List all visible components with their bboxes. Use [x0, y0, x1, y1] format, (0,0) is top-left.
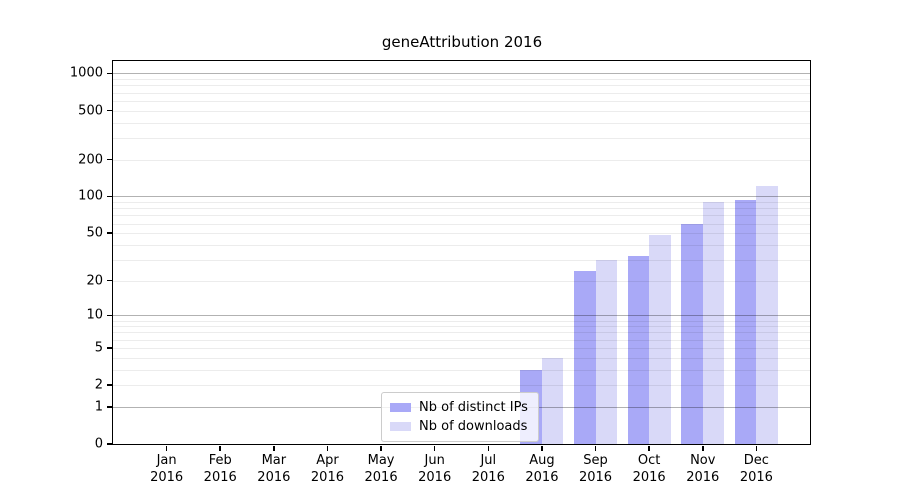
y-tick-label-1000: 1000 [69, 65, 103, 81]
x-tick-Mar [273, 445, 275, 451]
x-tick-Dec [755, 445, 758, 451]
x-tick-May [380, 445, 382, 451]
gridline-minor-8 [113, 326, 810, 328]
x-tick-Apr [326, 445, 329, 451]
gridline-major-100 [113, 196, 810, 198]
bar-downloads-Oct [649, 235, 671, 444]
y-tick-1000 [107, 72, 112, 75]
x-tick-Aug [541, 445, 543, 451]
gridline-minor-5 [113, 347, 810, 349]
gridline-minor-200 [113, 159, 810, 161]
gridline-minor-3 [113, 369, 810, 371]
gridline-minor-40 [113, 244, 810, 246]
gridline-minor-700 [113, 92, 810, 94]
bar-ips-Oct [627, 256, 650, 444]
gridline-minor-20 [113, 280, 810, 282]
legend-item-distinct-ips: Nb of distinct IPs [390, 398, 528, 417]
y-tick-label-1: 1 [94, 399, 103, 415]
y-tick-0 [107, 443, 112, 445]
y-tick-100 [107, 195, 112, 198]
y-tick-label-100: 100 [78, 188, 103, 204]
gridline-minor-2 [113, 385, 810, 387]
y-tick-label-50: 50 [86, 225, 103, 241]
bars-layer [113, 61, 810, 444]
gridline-minor-7 [113, 332, 810, 334]
gridline-minor-500 [113, 110, 810, 112]
gridline-minor-90 [113, 202, 810, 204]
gridline-minor-600 [113, 100, 810, 102]
bar-ips-Dec [734, 200, 757, 444]
gridline-minor-30 [113, 259, 810, 261]
x-tick-Oct [648, 445, 650, 451]
y-tick-200 [107, 158, 112, 161]
gridline-minor-900 [113, 79, 810, 81]
x-tick-label-Jan: Jan 2016 [150, 453, 184, 485]
y-tick-label-200: 200 [78, 152, 103, 168]
gridline-minor-70 [113, 215, 810, 217]
bar-downloads-Dec [756, 185, 778, 444]
x-tick-label-Jul: Jul 2016 [471, 453, 505, 485]
gridline-minor-9 [113, 320, 810, 322]
legend: Nb of distinct IPs Nb of downloads [381, 392, 539, 442]
y-tick-10 [107, 314, 112, 317]
y-tick-label-500: 500 [78, 103, 103, 119]
x-tick-label-Oct: Oct 2016 [632, 453, 666, 485]
x-tick-label-Feb: Feb 2016 [203, 453, 237, 485]
legend-swatch-downloads [390, 422, 411, 431]
x-tick-label-Aug: Aug 2016 [525, 453, 559, 485]
gridline-minor-60 [113, 223, 810, 225]
y-tick-2 [107, 384, 112, 386]
x-tick-label-Apr: Apr 2016 [310, 453, 344, 485]
legend-swatch-distinct-ips [390, 403, 411, 412]
gridline-minor-6 [113, 339, 810, 341]
bar-downloads-Nov [702, 202, 725, 444]
x-tick-Nov [702, 445, 704, 451]
x-tick-Jan [165, 445, 168, 451]
legend-label-distinct-ips: Nb of distinct IPs [419, 400, 528, 415]
gridline-minor-400 [113, 122, 810, 124]
legend-label-downloads: Nb of downloads [419, 419, 528, 434]
y-tick-5 [107, 347, 112, 349]
bar-downloads-Aug [541, 357, 564, 444]
x-tick-label-May: May 2016 [364, 453, 398, 485]
gridline-minor-800 [113, 85, 810, 87]
bar-downloads-Sep [595, 259, 618, 444]
x-tick-label-Nov: Nov 2016 [686, 453, 720, 485]
gridline-minor-80 [113, 208, 810, 210]
x-tick-label-Jun: Jun 2016 [418, 453, 452, 485]
x-tick-label-Mar: Mar 2016 [257, 453, 291, 485]
y-tick-label-2: 2 [94, 377, 103, 393]
gridline-minor-300 [113, 137, 810, 139]
x-tick-label-Sep: Sep 2016 [578, 453, 613, 485]
y-tick-label-5: 5 [94, 340, 103, 356]
gridline-major-1000 [113, 73, 810, 75]
x-tick-Sep [594, 445, 597, 451]
legend-item-downloads: Nb of downloads [390, 417, 528, 436]
y-tick-label-10: 10 [86, 307, 103, 323]
y-tick-500 [107, 109, 112, 112]
bar-ips-Nov [681, 223, 703, 444]
ticks-layer: 0 1 2 5 10 20 50 100 200 500 1000 Jan 2016 Feb 2016 Mar… [70, 61, 810, 485]
x-tick-Jul [487, 445, 490, 451]
y-tick-20 [107, 279, 112, 282]
y-tick-50 [107, 232, 112, 234]
plot-area: 0 1 2 5 10 20 50 100 200 500 1000 Jan 2016 Feb 2016 Mar… [70, 60, 811, 485]
chart-title: geneAttribution 2016 [381, 33, 543, 51]
gridline-minor-50 [113, 233, 810, 235]
y-tick-1 [107, 406, 112, 408]
x-tick-label-Dec: Dec 2016 [739, 453, 773, 485]
y-tick-label-20: 20 [86, 273, 103, 289]
gridline-minor-4 [113, 357, 810, 359]
gridline-major-10 [113, 315, 810, 317]
x-tick-Jun [433, 445, 436, 451]
y-tick-label-0: 0 [94, 436, 103, 452]
x-tick-Feb [219, 445, 221, 451]
bar-ips-Sep [574, 271, 596, 444]
